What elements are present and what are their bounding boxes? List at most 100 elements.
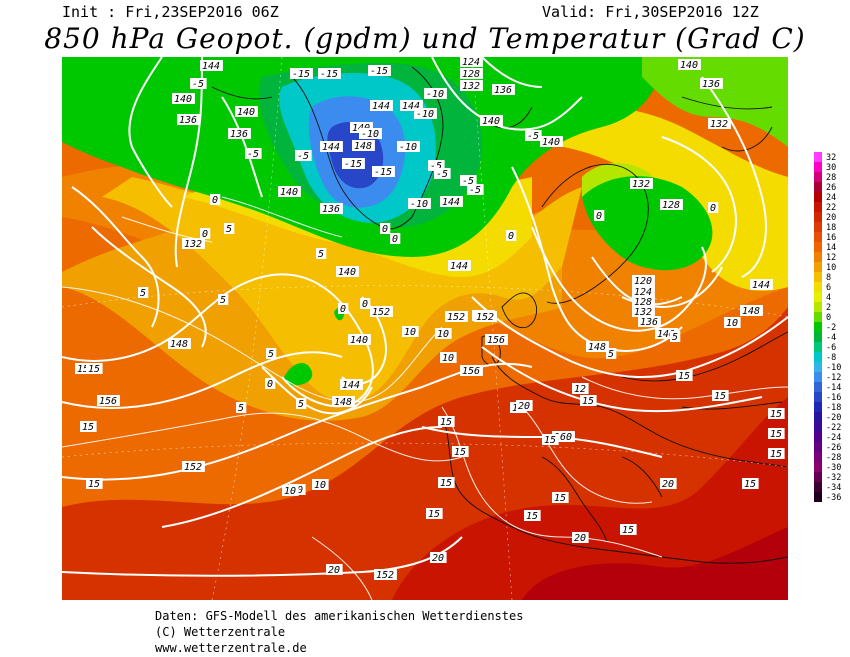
temperature-label-bg [210, 194, 221, 205]
temperature-label-bg [266, 348, 277, 359]
temperature-label-bg [360, 298, 371, 309]
geopotential-label: 128 [662, 200, 680, 211]
legend-swatch [814, 432, 822, 442]
legend-value: 4 [826, 293, 831, 303]
legend-value: -16 [826, 393, 841, 403]
temperature-label-bg [428, 160, 445, 171]
geopotential-label-bg [586, 341, 609, 352]
temperature-label-bg [316, 248, 327, 259]
geopotential-label-bg [97, 395, 120, 406]
geopotential-label: 152 [372, 307, 390, 318]
temperature-label-bg [318, 68, 341, 79]
temperature-label-bg [768, 448, 785, 459]
temperature-label: -5 [436, 169, 448, 180]
legend-value: 2 [826, 303, 831, 313]
geopotential-label: 144 [442, 197, 460, 208]
footer-website[interactable]: www.wetterzentrale.de [155, 641, 307, 655]
geopotential-label: 136 [179, 115, 197, 126]
temperature-label-bg [467, 184, 484, 195]
geopotential-label: 128 [634, 297, 652, 308]
temperature-label: 20 [432, 553, 444, 564]
temperature-label: 20 [328, 565, 340, 576]
legend-swatch [814, 412, 822, 422]
temperature-label-bg [430, 552, 447, 563]
legend-value: -24 [826, 433, 841, 443]
legend-value: -32 [826, 473, 841, 483]
temperature-label: 10 [284, 486, 296, 497]
legend-value: 12 [826, 253, 836, 263]
temperature-label-bg [742, 478, 759, 489]
temperature-label-bg [368, 65, 391, 76]
temperature-label: 15 [82, 422, 94, 433]
legend-swatch [814, 422, 822, 432]
temperature-label: 15 [770, 409, 782, 420]
temperature-label: 15 [554, 493, 566, 504]
legend-swatch [814, 282, 822, 292]
geopotential-label: 136 [494, 85, 512, 96]
geopotential-label: 132 [710, 119, 728, 130]
geopotential-label: 144 [372, 101, 390, 112]
temperature-label: -15 [292, 69, 310, 80]
geopotential-label-bg [320, 141, 343, 152]
temperature-label: 0 [267, 379, 273, 390]
temperature-label: 0 [596, 211, 602, 222]
temperature-label-bg [245, 148, 262, 159]
geopotential-label-bg [632, 306, 655, 317]
temperature-label: -5 [192, 79, 204, 90]
legend-value: -14 [826, 383, 841, 393]
temperature-label-bg [660, 478, 677, 489]
temperature-label-bg [290, 68, 313, 79]
temperature-label-bg [525, 130, 542, 141]
legend-value: 22 [826, 203, 836, 213]
temperature-label-bg [438, 416, 455, 427]
legend-value: 0 [826, 313, 831, 323]
temperature-label-bg [572, 383, 589, 394]
geopotential-label-bg [660, 199, 683, 210]
temperature-label: 15 [454, 447, 466, 458]
temperature-label-bg [524, 510, 541, 521]
temperature-label: 10 [437, 329, 449, 340]
legend-swatch [814, 232, 822, 242]
geopotential-label-bg [632, 296, 655, 307]
geopotential-label-bg [460, 68, 483, 79]
geopotential-label: 132 [462, 81, 480, 92]
geopotential-label-bg [700, 78, 723, 89]
legend-value: -34 [826, 483, 841, 493]
geopotential-label-bg [638, 316, 661, 327]
temperature-label-bg [282, 485, 299, 496]
temperature-label-bg [397, 141, 420, 152]
geopotential-label: 148 [334, 397, 352, 408]
temperature-label-bg [296, 398, 307, 409]
temperature-label: -15 [374, 167, 392, 178]
temperature-label: 15 [440, 417, 452, 428]
temperature-label-bg [606, 348, 617, 359]
geopotential-label: 136 [322, 204, 340, 215]
temperature-label-bg [359, 128, 382, 139]
geopotential-label: 120 [634, 276, 652, 287]
geopotential-label: 156 [462, 366, 480, 377]
legend-value: 10 [826, 263, 836, 273]
temperature-label-bg [452, 446, 469, 457]
temperature-label-bg [708, 202, 719, 213]
legend-swatch [814, 252, 822, 262]
geopotential-label-bg [655, 328, 678, 339]
temperature-label: 0 [340, 304, 346, 315]
geopotential-label-bg [177, 114, 200, 125]
geopotential-label-bg [460, 365, 483, 376]
temperature-label-bg [342, 158, 365, 169]
temperature-label-bg [224, 223, 235, 234]
geopotential-label-bg [350, 122, 373, 133]
geopotential-label: 140 [174, 94, 192, 105]
legend-value: -6 [826, 343, 836, 353]
legend-swatch [814, 342, 822, 352]
temperature-labels: -15 -15 -15-10-10-5-5-5-10-15-10-5-15-10-5… [75, 65, 785, 576]
temperature-label: 15 [544, 435, 556, 446]
temperature-label-bg [80, 421, 97, 432]
legend-value: -36 [826, 493, 841, 503]
geopotential-label-bg [632, 286, 655, 297]
temperature-label-bg [190, 78, 207, 89]
geopotential-label: 124 [634, 287, 652, 298]
color-legend: 32302826242220181614121086420-2-4-6-8-10… [814, 152, 841, 503]
temperature-label: 15 [678, 371, 690, 382]
geopotential-label: 140 [542, 137, 560, 148]
